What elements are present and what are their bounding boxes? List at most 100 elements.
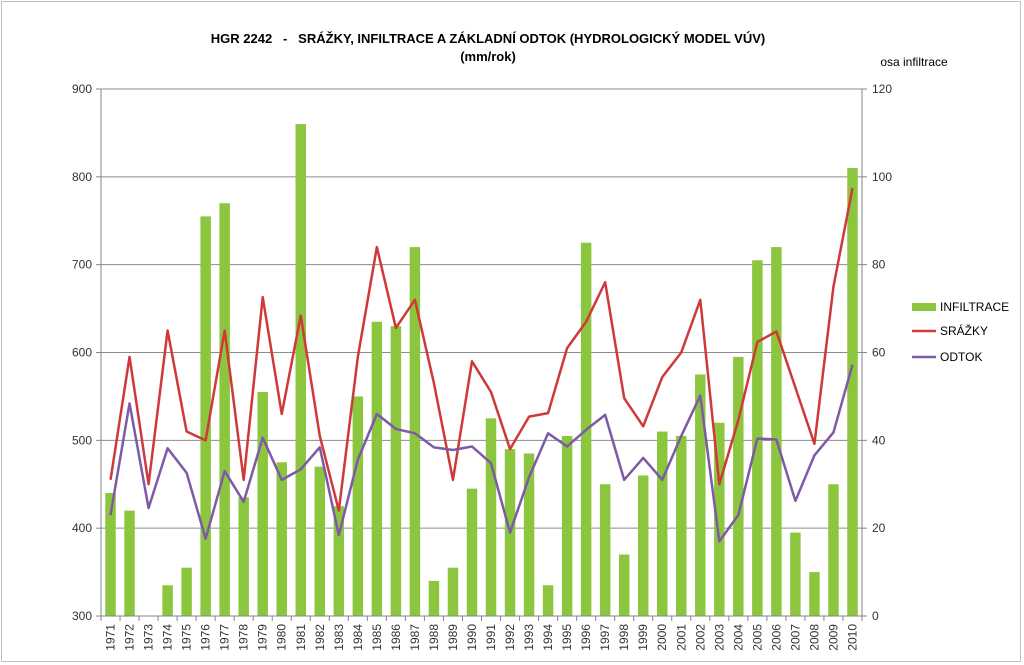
bar-infiltrace	[295, 124, 306, 616]
x-tick-label: 1999	[636, 624, 650, 651]
axes-layer: 300 400 500 600 700 800 900 0 20 40 60 80 100 120 1971…	[72, 82, 892, 651]
x-tick-label: 2009	[826, 624, 840, 651]
x-tick-label: 1988	[427, 624, 441, 651]
x-tick-label: 2004	[731, 624, 745, 651]
bar-infiltrace	[257, 392, 268, 616]
x-tick-label: 1996	[579, 624, 593, 651]
bar-infiltrace	[105, 493, 116, 616]
x-tick-label: 1974	[161, 624, 175, 651]
bar-infiltrace	[523, 453, 535, 616]
x-tick-label: 1992	[503, 624, 517, 651]
bar-infiltrace	[371, 321, 383, 616]
x-tick-label: 2002	[693, 624, 707, 651]
legend-label-odtok: ODTOK	[940, 350, 982, 364]
x-tick-label: 1983	[332, 624, 346, 651]
bar-infiltrace	[599, 484, 611, 616]
x-tick-label: 1995	[560, 624, 574, 651]
bar-infiltrace	[809, 572, 820, 616]
x-tick-label: 1994	[541, 624, 555, 651]
bar-infiltrace	[352, 396, 364, 616]
bar-infiltrace	[409, 247, 421, 616]
bar-infiltrace	[162, 585, 173, 616]
x-tick-label: 1985	[370, 624, 384, 651]
legend-label-srazky: SRÁŽKY	[940, 323, 988, 338]
x-tick-label: 1987	[408, 624, 422, 651]
x-tick-label: 2006	[769, 624, 783, 651]
x-tick-label: 1980	[275, 624, 289, 651]
x-tick-label: 1979	[256, 624, 270, 651]
bar-infiltrace	[695, 374, 706, 616]
line-srazky	[109, 188, 854, 512]
chart-subtitle: (mm/rok)	[460, 49, 516, 64]
bar-infiltrace	[676, 435, 687, 616]
x-tick-label: 1997	[598, 624, 612, 651]
bar-infiltrace	[466, 488, 478, 616]
x-tick-label: 1978	[237, 624, 251, 651]
bar-infiltrace	[390, 326, 402, 616]
legend: INFILTRACE SRÁŽKY ODTOK	[912, 300, 1009, 364]
bar-infiltrace	[485, 418, 497, 616]
y-right-tick-label: 100	[872, 170, 892, 184]
y-left-tick-label: 700	[72, 258, 92, 272]
bar-infiltrace	[561, 435, 573, 616]
x-tick-label: 1984	[351, 624, 365, 651]
bar-infiltrace	[733, 356, 744, 616]
bar-infiltrace	[428, 580, 440, 616]
x-tick-label: 1991	[484, 624, 498, 651]
y-right-tick-label: 120	[872, 82, 892, 96]
x-tick-label: 2010	[845, 624, 859, 651]
bar-infiltrace	[238, 497, 249, 616]
x-tick-label: 2003	[712, 624, 726, 651]
x-tick-label: 1973	[142, 624, 156, 651]
y-right-tick-label: 40	[872, 433, 886, 447]
x-tick-label: 1981	[294, 624, 308, 651]
bar-infiltrace	[847, 168, 858, 617]
bar-infiltrace	[314, 466, 326, 616]
y-left-tick-label: 400	[72, 521, 92, 535]
bar-infiltrace	[790, 532, 801, 616]
y-right-tick-label: 60	[872, 346, 886, 360]
x-tick-label: 1990	[465, 624, 479, 651]
chart-title: HGR 2242 - SRÁŽKY, INFILTRACE A ZÁKLADNÍ…	[211, 31, 765, 46]
legend-swatch-infiltrace	[912, 303, 936, 311]
bar-infiltrace	[219, 203, 230, 616]
bar-infiltrace	[637, 475, 649, 616]
line-odtok	[109, 364, 854, 543]
secondary-axis-label: osa infiltrace	[880, 55, 948, 69]
y-left-tick-label: 300	[72, 609, 92, 623]
x-tick-label: 1975	[180, 624, 194, 651]
bar-infiltrace	[657, 431, 668, 616]
bar-infiltrace	[771, 247, 782, 616]
y-left-tick-label: 600	[72, 346, 92, 360]
lines-layer	[109, 188, 854, 543]
bar-infiltrace	[124, 510, 135, 616]
gridlines	[101, 88, 862, 529]
bar-infiltrace	[447, 567, 459, 616]
bar-infiltrace	[200, 216, 211, 616]
x-tick-label: 2001	[674, 624, 688, 651]
x-tick-label: 2007	[788, 624, 802, 651]
x-tick-label: 1998	[617, 624, 631, 651]
y-left-tick-label: 500	[72, 433, 92, 447]
bar-infiltrace	[618, 554, 630, 616]
x-tick-label: 2008	[807, 624, 821, 651]
x-tick-label: 2005	[750, 624, 764, 651]
y-right-tick-label: 20	[872, 521, 886, 535]
bar-infiltrace	[181, 567, 192, 616]
bar-infiltrace	[542, 585, 554, 616]
x-tick-label: 1971	[104, 624, 118, 651]
x-tick-label: 2000	[655, 624, 669, 651]
x-tick-label: 1976	[199, 624, 213, 651]
x-tick-label: 1972	[123, 624, 137, 651]
bar-infiltrace	[333, 506, 345, 616]
bar-infiltrace	[714, 422, 725, 616]
y-left-tick-label: 800	[72, 170, 92, 184]
bar-infiltrace	[828, 484, 839, 616]
y-right-tick-label: 0	[872, 609, 879, 623]
y-right-tick-label: 80	[872, 258, 886, 272]
y-left-tick-label: 900	[72, 82, 92, 96]
x-tick-label: 1982	[313, 624, 327, 651]
x-tick-label: 1989	[446, 624, 460, 651]
x-tick-label: 1993	[522, 624, 536, 651]
